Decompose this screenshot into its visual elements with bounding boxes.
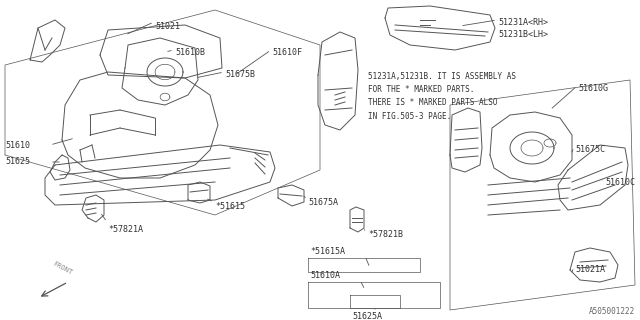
Text: 51610B: 51610B bbox=[175, 48, 205, 57]
Text: 51021A: 51021A bbox=[575, 265, 605, 274]
Text: *51615: *51615 bbox=[215, 202, 245, 211]
Text: 51610G: 51610G bbox=[578, 84, 608, 93]
Text: 51610C: 51610C bbox=[605, 178, 635, 187]
Text: A505001222: A505001222 bbox=[589, 307, 635, 316]
Text: *57821B: *57821B bbox=[368, 230, 403, 239]
Text: 51675B: 51675B bbox=[225, 70, 255, 79]
Text: 51021: 51021 bbox=[155, 22, 180, 31]
Text: 51610F: 51610F bbox=[272, 48, 302, 57]
Text: 51610A: 51610A bbox=[310, 271, 340, 280]
Text: 51231B<LH>: 51231B<LH> bbox=[498, 30, 548, 39]
Text: 51231A<RH>: 51231A<RH> bbox=[498, 18, 548, 27]
Text: 51610: 51610 bbox=[5, 140, 30, 149]
Text: *57821A: *57821A bbox=[108, 225, 143, 234]
Text: 51625: 51625 bbox=[5, 157, 30, 166]
Text: FRONT: FRONT bbox=[52, 261, 74, 276]
Text: 51675A: 51675A bbox=[308, 198, 338, 207]
Text: *51615A: *51615A bbox=[310, 247, 345, 256]
Text: 51231A,51231B. IT IS ASSEMBLY AS
FOR THE * MARKED PARTS.
THERE IS * MARKED PARTS: 51231A,51231B. IT IS ASSEMBLY AS FOR THE… bbox=[368, 72, 516, 121]
Text: 51625A: 51625A bbox=[352, 312, 382, 320]
Text: 51675C: 51675C bbox=[575, 145, 605, 154]
